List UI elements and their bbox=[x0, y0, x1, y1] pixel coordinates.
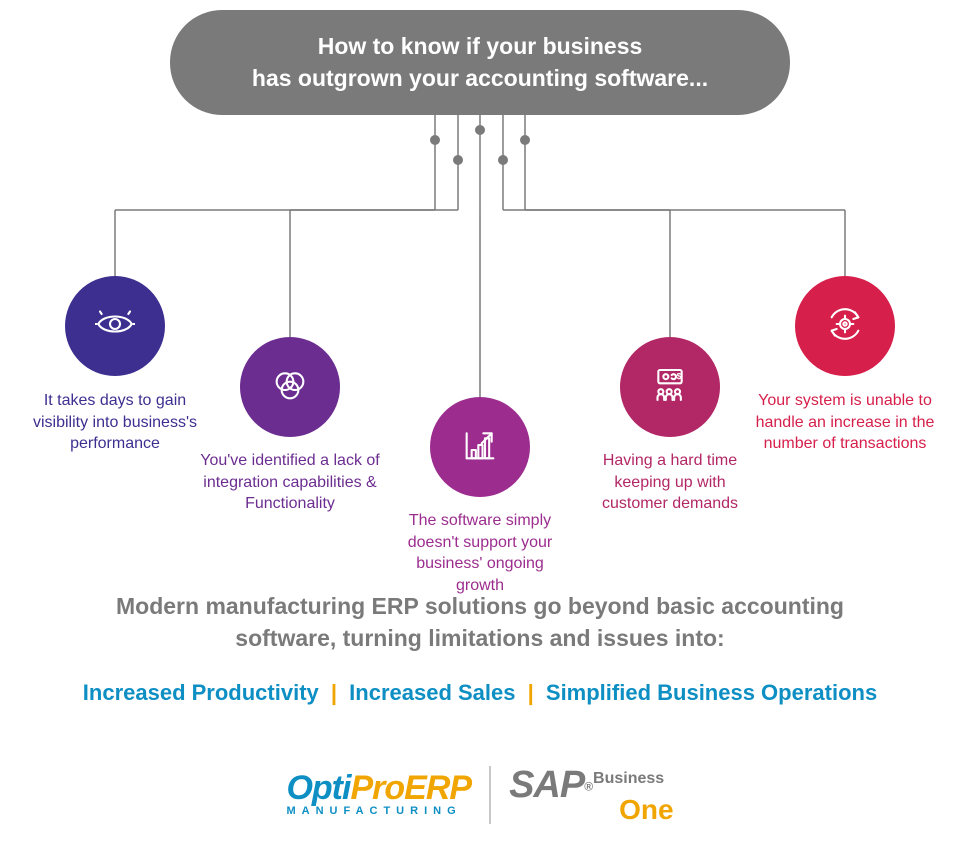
title-line-2: has outgrown your accounting software... bbox=[252, 65, 708, 91]
optipro-word-2: Pro bbox=[350, 769, 404, 807]
optipro-word-1: Opti bbox=[286, 769, 350, 807]
subtitle-line-1: Modern manufacturing ERP solutions go be… bbox=[116, 593, 844, 619]
optipro-subtext: MANUFACTURING bbox=[286, 807, 471, 817]
optipro-word-3: ERP bbox=[404, 769, 471, 807]
node-circle-visibility bbox=[65, 276, 165, 376]
title-pill: How to know if your business has outgrow… bbox=[170, 10, 790, 115]
benefit-separator: | bbox=[522, 680, 540, 705]
node-circle-integration bbox=[240, 337, 340, 437]
benefits-list: Increased Productivity | Increased Sales… bbox=[0, 680, 960, 706]
benefit-item: Increased Productivity bbox=[83, 680, 319, 705]
crm-icon: $ bbox=[650, 365, 690, 410]
node-text-demands: Having a hard time keeping up with custo… bbox=[580, 450, 760, 515]
eye-icon bbox=[95, 304, 135, 349]
sap-logo: SAP®Business One bbox=[509, 767, 673, 824]
sap-one: One bbox=[619, 797, 673, 824]
subtitle: Modern manufacturing ERP solutions go be… bbox=[0, 590, 960, 654]
svg-text:$: $ bbox=[677, 371, 682, 381]
node-text-transactions: Your system is unable to handle an incre… bbox=[755, 390, 935, 455]
chart-icon bbox=[460, 425, 500, 470]
logo-row: OptiProERP MANUFACTURING SAP®Business On… bbox=[0, 740, 960, 850]
logo-divider bbox=[489, 766, 491, 824]
benefit-item: Increased Sales bbox=[349, 680, 515, 705]
node-circle-transactions bbox=[795, 276, 895, 376]
sap-brand: SAP bbox=[509, 764, 584, 806]
node-circle-growth bbox=[430, 397, 530, 497]
subtitle-line-2: software, turning limitations and issues… bbox=[235, 625, 724, 651]
benefit-separator: | bbox=[325, 680, 343, 705]
optipro-logo: OptiProERP MANUFACTURING bbox=[286, 773, 471, 817]
title-line-1: How to know if your business bbox=[318, 33, 643, 59]
venn-icon bbox=[270, 365, 310, 410]
sap-business: Business bbox=[593, 771, 664, 786]
sap-reg: ® bbox=[584, 779, 593, 793]
node-text-integration: You've identified a lack of integration … bbox=[200, 450, 380, 515]
node-circle-demands: $ bbox=[620, 337, 720, 437]
node-text-growth: The software simply doesn't support your… bbox=[390, 510, 570, 596]
gear-cycle-icon bbox=[825, 304, 865, 349]
node-text-visibility: It takes days to gain visibility into bu… bbox=[25, 390, 205, 455]
benefit-item: Simplified Business Operations bbox=[546, 680, 877, 705]
